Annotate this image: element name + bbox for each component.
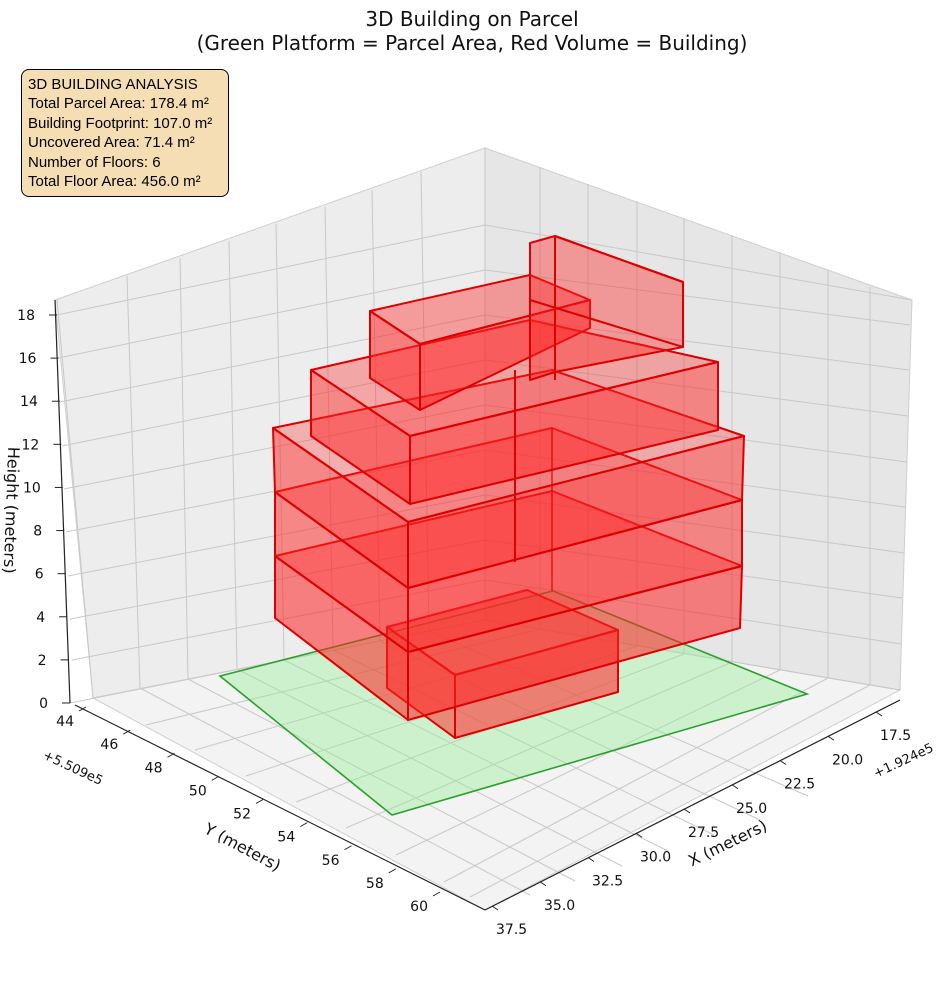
analysis-heading: 3D BUILDING ANALYSIS [28, 76, 198, 93]
z-tick-label: 18 [17, 308, 35, 324]
x-tick-label: 35.0 [544, 898, 575, 914]
y-tick-label: 54 [277, 830, 295, 846]
z-tick-label: 10 [23, 480, 41, 496]
x-tick-labels: 17.5 20.0 22.5 25.0 27.5 30.0 32.5 35.0 37.5 [491, 711, 911, 938]
axis-lines [54, 299, 901, 911]
y-tick-mark [211, 775, 219, 781]
z-tick-labels: 0 2 4 6 8 10 12 14 16 18 [17, 308, 70, 712]
z-tick-label: 16 [19, 351, 37, 367]
x-tick-label: 37.5 [496, 922, 527, 938]
x-tick-mark [779, 760, 787, 765]
y-tick-label: 56 [322, 853, 340, 869]
y-tick-mark [167, 752, 175, 758]
x-tick-label: 30.0 [640, 849, 671, 865]
y-tick-label: 58 [366, 876, 384, 892]
y-tick-label: 46 [100, 737, 118, 753]
uncovered-area: Uncovered Area: 71.4 m² [28, 134, 195, 152]
chart-title-line2: (Green Platform = Parcel Area, Red Volum… [197, 31, 748, 55]
y-axis-offset: +5.509e5 [40, 748, 105, 789]
x-tick-mark [827, 735, 835, 741]
x-tick-mark [875, 711, 883, 717]
y-tick-label: 48 [145, 760, 163, 776]
y-tick-mark [255, 799, 264, 804]
z-axis-label: Height (meters) [0, 446, 23, 574]
y-tick-labels: 44 46 48 50 52 54 56 58 60 [56, 706, 441, 915]
x-tick-label: 27.5 [688, 825, 719, 841]
x-tick-mark [635, 832, 643, 838]
z-tick-label: 0 [39, 696, 48, 712]
floor-6-block [369, 274, 591, 411]
y-tick-mark [78, 706, 87, 712]
x-tick-label: 22.5 [784, 777, 815, 793]
x-tick-label: 20.0 [832, 752, 863, 768]
z-tick-label: 12 [22, 437, 40, 453]
y-tick-label: 52 [233, 807, 251, 823]
x-tick-label: 25.0 [736, 801, 767, 817]
x-tick-mark [539, 881, 547, 887]
total-floor-area: Total Floor Area: 456.0 m² [28, 173, 201, 191]
z-tick-label: 14 [20, 394, 38, 410]
building-volume [272, 235, 745, 739]
z-axis-line [54, 299, 71, 704]
y-tick-mark [388, 868, 396, 874]
x-tick-mark [587, 857, 595, 862]
analysis-info-box: 3D BUILDING ANALYSIS Total Parcel Area: … [21, 69, 229, 197]
x-tick-label: 17.5 [880, 728, 911, 744]
tower-block [529, 235, 684, 381]
x-tick-mark [731, 784, 739, 790]
y-tick-label: 50 [189, 783, 207, 799]
z-tick-label: 4 [36, 610, 45, 626]
y-tick-mark [300, 822, 308, 828]
x-axis-offset: +1.924e5 [871, 741, 936, 782]
x-tick-label: 32.5 [592, 874, 623, 890]
y-tick-mark [344, 845, 352, 851]
y-tick-label: 44 [56, 714, 74, 730]
chart-title-line1: 3D Building on Parcel [365, 7, 578, 31]
y-tick-label: 60 [410, 899, 428, 915]
z-tick-label: 6 [35, 567, 44, 583]
total-parcel-area: Total Parcel Area: 178.4 m² [28, 95, 209, 113]
number-of-floors: Number of Floors: 6 [28, 153, 161, 171]
y-axis-label: Y (meters) [200, 819, 284, 876]
x-axis-line [484, 699, 901, 911]
x-tick-mark [491, 905, 499, 911]
y-tick-mark [432, 891, 441, 897]
z-tick-label: 2 [38, 653, 47, 669]
y-axis-line [74, 704, 486, 911]
x-tick-mark [683, 808, 691, 814]
building-footprint: Building Footprint: 107.0 m² [28, 114, 213, 132]
z-tick-label: 8 [33, 524, 42, 540]
y-tick-mark [123, 729, 131, 735]
